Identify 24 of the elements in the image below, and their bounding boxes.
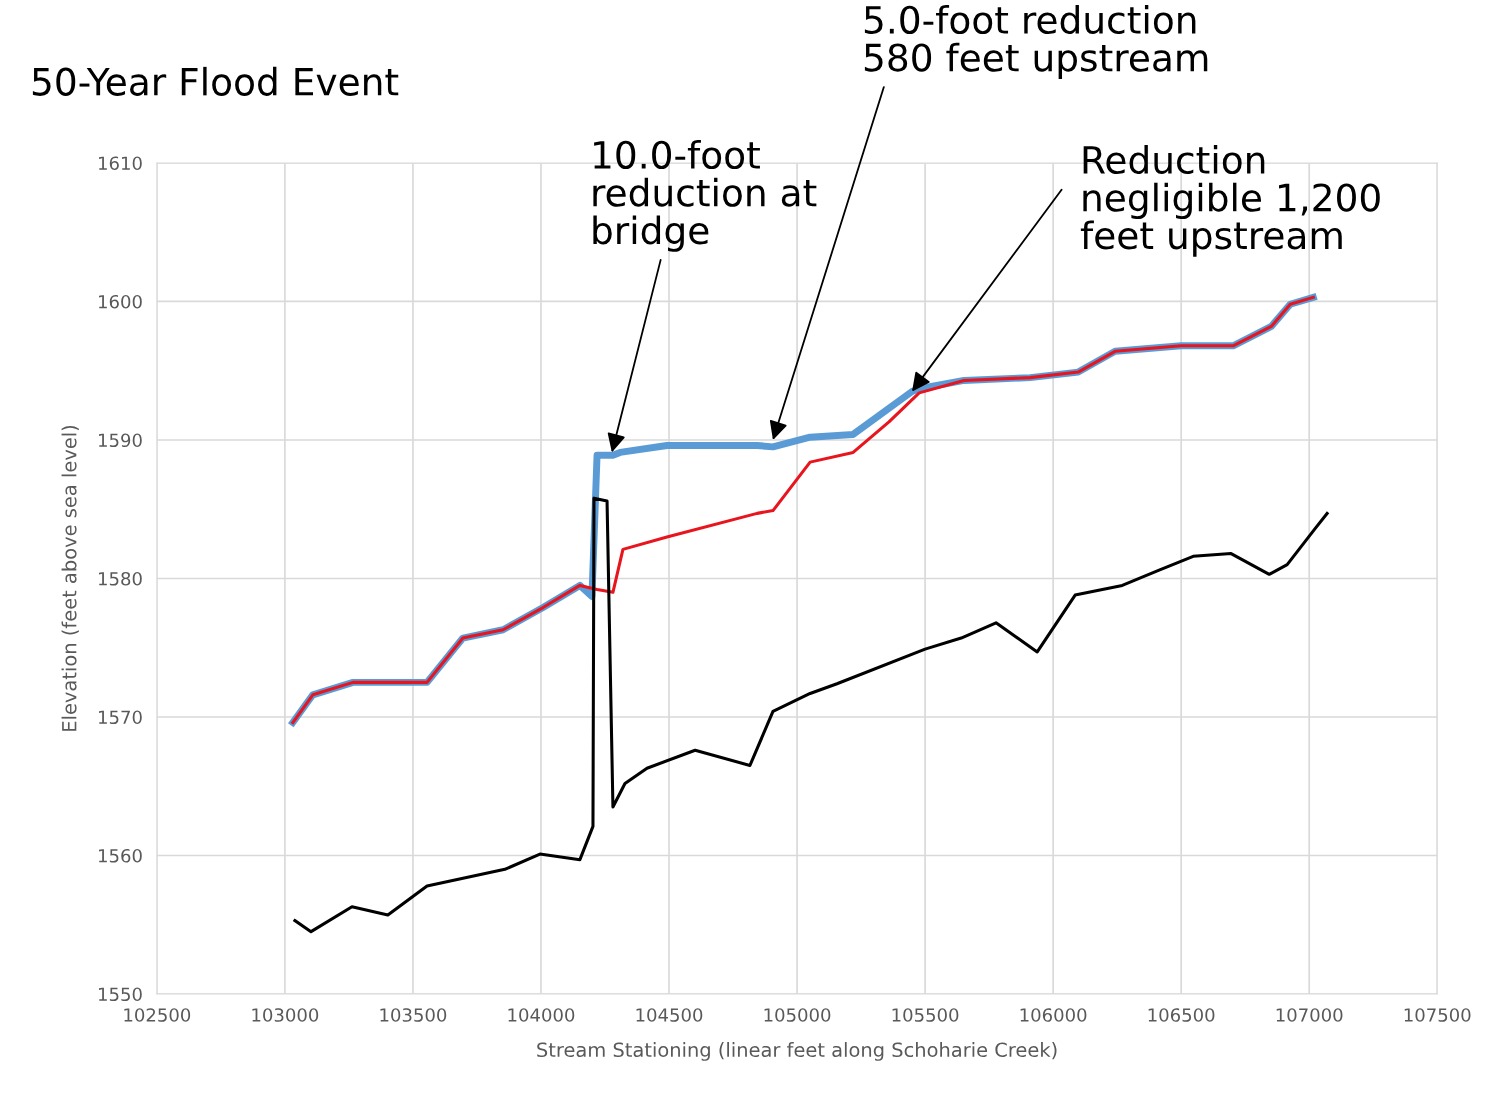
x-tick-label: 103000	[252, 1008, 319, 1022]
y-tick-label: 1550	[99, 987, 142, 1002]
x-tick-label: 102500	[124, 1008, 191, 1022]
x-tick-label: 104000	[508, 1008, 575, 1022]
y-tick-label: 1590	[99, 433, 142, 448]
y-tick-label: 1560	[99, 848, 142, 863]
x-tick-label: 105500	[892, 1008, 959, 1022]
x-tick-label: 107000	[1276, 1008, 1343, 1022]
chart-title: 50-Year Flood Event	[32, 66, 399, 96]
x-tick-label: 104500	[636, 1008, 703, 1022]
x-tick-label: 105000	[764, 1008, 831, 1022]
annotation: 5.0-foot reduction 580 feet upstream	[864, 5, 1208, 80]
annotation: Reduction negligible 1,200 feet upstream	[1080, 145, 1380, 257]
y-tick-label: 1570	[99, 710, 142, 725]
x-tick-label: 103500	[380, 1008, 447, 1022]
y-tick-label: 1600	[99, 294, 142, 309]
y-axis-title: Elevation (feet above sea level)	[61, 425, 79, 731]
x-tick-label: 107500	[1404, 1008, 1471, 1022]
x-axis-title: Stream Stationing (linear feet along Schoharie Creek)	[537, 1042, 1057, 1061]
x-tick-label: 106500	[1148, 1008, 1215, 1022]
y-tick-label: 1580	[99, 571, 142, 586]
y-tick-label: 1610	[99, 156, 142, 171]
annotation: 10.0-foot reduction at bridge	[593, 140, 817, 252]
x-tick-label: 106000	[1020, 1008, 1087, 1022]
